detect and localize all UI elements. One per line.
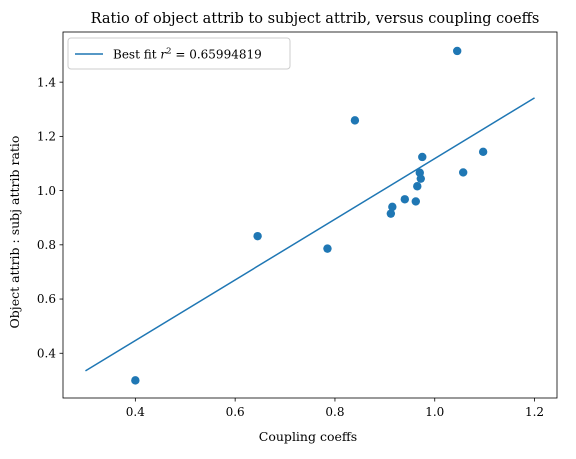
- data-point: [388, 202, 397, 212]
- data-point: [131, 376, 140, 385]
- y-tick-label: 0.8: [37, 238, 56, 252]
- y-tick-label: 1.0: [37, 184, 56, 198]
- data-point: [350, 116, 360, 125]
- y-tick-label: 1.4: [37, 75, 56, 89]
- x-tick-label: 1.0: [425, 405, 444, 419]
- x-axis-label: Coupling coeffs: [259, 429, 357, 444]
- x-tick-label: 0.4: [126, 405, 145, 419]
- data-point: [458, 168, 468, 177]
- y-axis-label: Object attrib : subj attrib ratio: [7, 136, 22, 329]
- plot-area: 0.4 0.6 0.8 1.0 1.2 0.4 0.6 0.8 1.0 1.2 1.4 Best fi…: [37, 31, 558, 419]
- legend-box: [67, 37, 291, 70]
- data-point: [253, 231, 262, 241]
- x-tick-label: 1.2: [525, 405, 544, 419]
- data-point: [400, 195, 410, 204]
- y-tick-label: 1.2: [37, 130, 56, 144]
- legend-entry-label: Best fit r2 = 0.65994819: [113, 47, 262, 62]
- legend: Best fit r2 = 0.65994819: [67, 37, 291, 70]
- data-point: [453, 46, 462, 56]
- best-fit-line: [85, 97, 535, 372]
- data-point: [416, 174, 425, 183]
- x-tick-label: 0.8: [325, 405, 344, 419]
- plot-frame: [62, 31, 558, 399]
- y-tick-label: 0.4: [37, 346, 56, 360]
- data-point: [413, 182, 422, 191]
- chart-title: Ratio of object attrib to subject attrib…: [91, 11, 540, 27]
- data-point: [411, 197, 420, 206]
- data-point: [478, 147, 488, 157]
- data-point: [418, 152, 427, 162]
- y-tick-label: 0.6: [37, 292, 56, 306]
- x-tick-label: 0.6: [226, 405, 245, 419]
- data-point: [386, 209, 396, 218]
- data-point: [323, 244, 332, 253]
